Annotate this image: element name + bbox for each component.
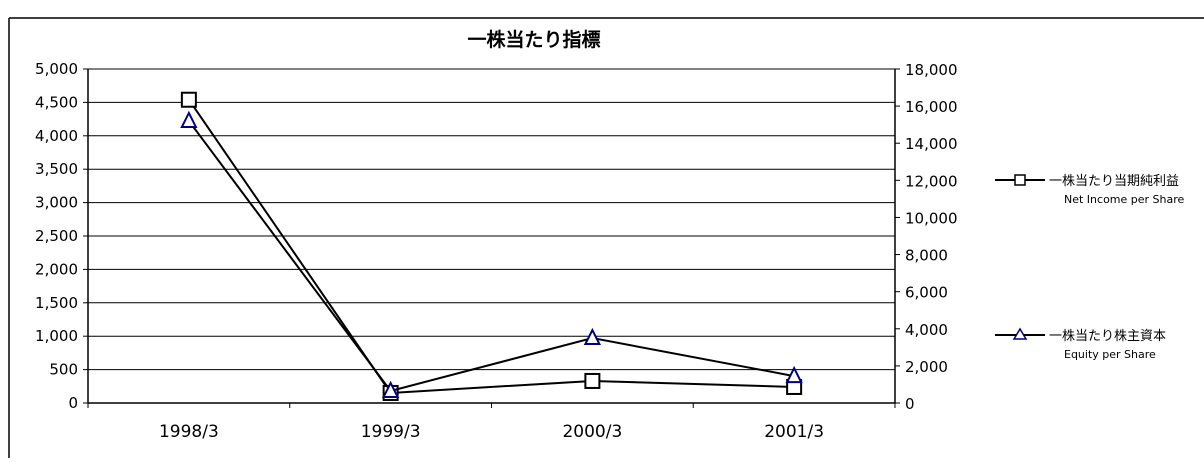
legend-marker-square [1014,174,1026,186]
data-point-triangle [785,365,803,384]
right-axis-tick-label: 10,000 [905,209,958,227]
x-axis-tick-label: 1999/3 [361,422,421,442]
legend-label-equity: 一株当たり株主資本 [1049,329,1166,344]
left-axis-tick-label: 1,000 [35,327,78,345]
gridlines [88,68,895,371]
legend-label-net-income: 一株当たり当期純利益 [1049,174,1179,189]
legend: 一株当たり当期純利益 Net Income per Share 一株当たり株主資… [995,174,1185,361]
left-axis-tick-label: 0 [68,394,78,412]
right-axis-tick-label: 0 [905,395,915,413]
x-axis-tick-label: 2001/3 [764,422,824,442]
left-axis-tick-label: 4,500 [35,93,78,111]
right-axis-tick-label: 8,000 [905,247,948,265]
left-axis-tick-label: 5,000 [35,60,78,78]
data-point-triangle [180,110,198,128]
left-axis-tick-label: 1,500 [35,294,78,312]
data-point-square [584,372,601,389]
series-line-equity [188,120,795,393]
left-axis-tick-label: 2,000 [35,260,78,278]
data-point-triangle [382,380,400,398]
left-axis-tick-label: 2,500 [35,227,78,245]
right-axis-tick-label: 14,000 [905,135,958,153]
left-axis-tick-label: 500 [49,361,78,379]
data-point-triangle [583,327,601,346]
right-axis-tick-label: 16,000 [905,98,958,116]
right-axis-tick-label: 18,000 [905,61,958,79]
axes: 0 500 1,000 1,500 2,000 2,500 3,000 3,500 4,000 4… [35,60,957,442]
data-point-square [180,91,197,108]
right-axis-tick-label: 2,000 [905,358,948,376]
right-axis-tick-label: 12,000 [905,172,958,190]
legend-marker-triangle [1012,327,1028,340]
left-axis-tick-label: 3,000 [35,194,78,212]
x-axis-tick-label: 2000/3 [562,422,622,442]
right-axis-tick-label: 4,000 [905,321,948,339]
series-line-net-income [188,99,795,395]
legend-sublabel-equity: Equity per Share [1064,348,1156,361]
left-axis-tick-label: 3,500 [35,160,78,178]
series-layer [180,91,803,401]
x-axis-tick-label: 1998/3 [159,422,219,442]
chart-title: 一株当たり指標 [467,28,600,51]
legend-sublabel-net-income: Net Income per Share [1064,193,1185,206]
left-axis-tick-label: 4,000 [35,127,78,145]
right-axis-tick-label: 6,000 [905,284,948,302]
